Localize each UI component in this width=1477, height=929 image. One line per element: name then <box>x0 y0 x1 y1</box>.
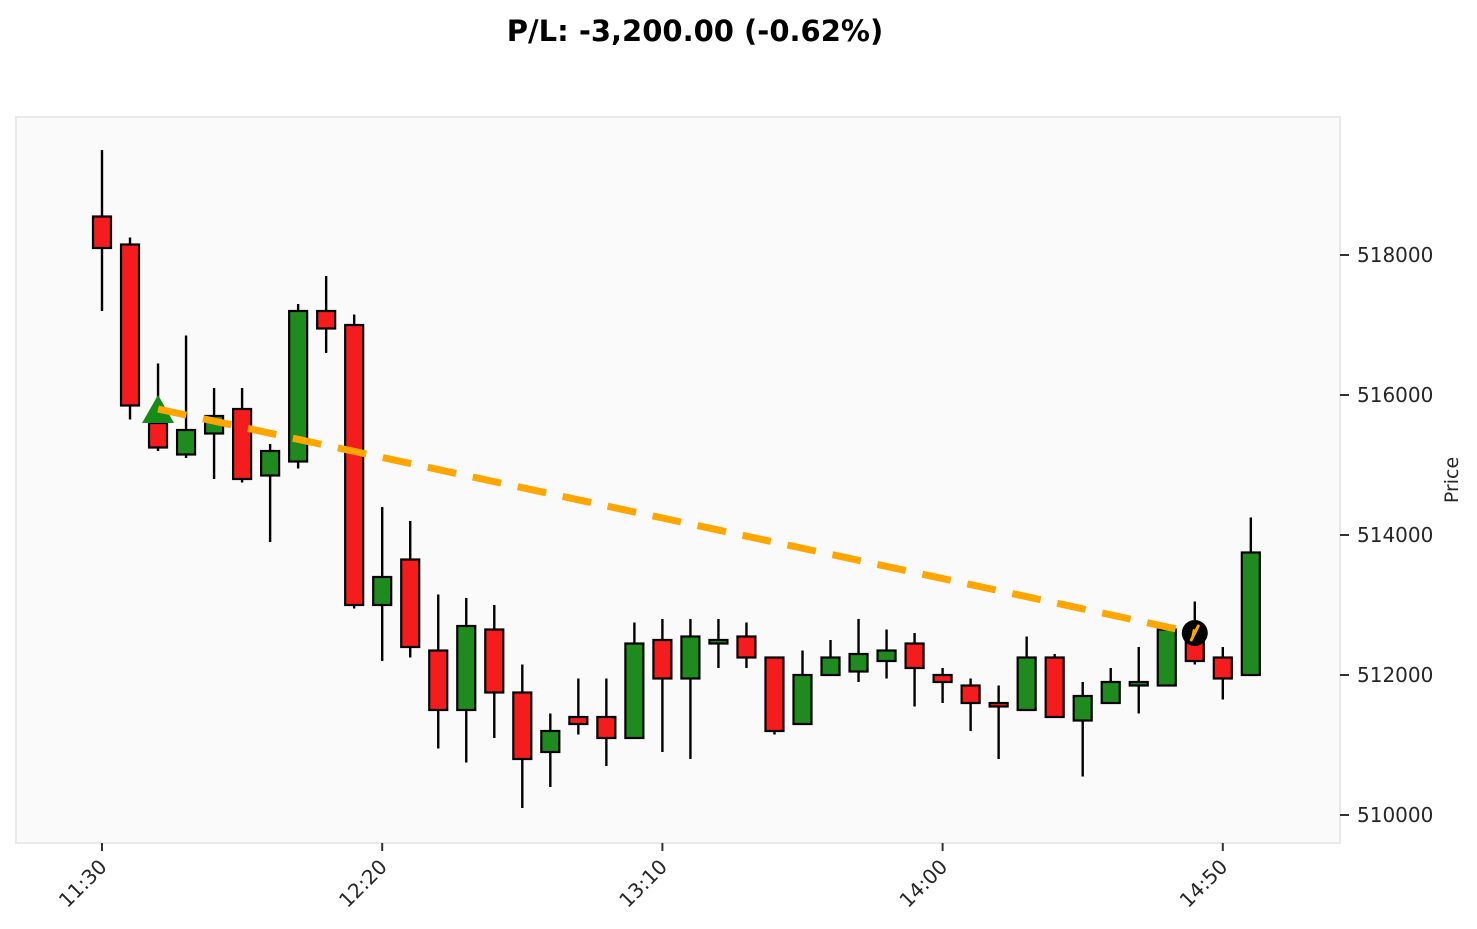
candle-up <box>175 428 197 456</box>
candle-down <box>652 638 673 680</box>
candle-down <box>484 628 505 694</box>
x-tick-label: 12:20 <box>334 855 392 913</box>
y-tick-label: 510000 <box>1357 803 1433 827</box>
candle-up <box>456 624 477 712</box>
x-tick-label: 11:30 <box>54 855 112 913</box>
y-tick-label: 512000 <box>1357 663 1433 687</box>
x-tick-label: 13:10 <box>614 855 672 913</box>
candle-down <box>512 691 533 761</box>
x-tick-label: 14:50 <box>1175 855 1233 913</box>
candle-up <box>708 638 729 645</box>
candle-down <box>232 407 253 481</box>
candle-up <box>820 656 841 677</box>
y-tick-label: 514000 <box>1357 523 1433 547</box>
candle-up <box>848 652 869 673</box>
candle-up <box>792 673 813 726</box>
candle-down <box>1044 656 1065 719</box>
candle-up <box>1128 680 1149 687</box>
candle-up <box>876 649 897 663</box>
candle-down <box>596 715 617 740</box>
candle-down <box>147 421 169 449</box>
candle-down <box>960 684 981 705</box>
candle-up <box>260 449 281 477</box>
pl-trade-line <box>157 405 1196 637</box>
candle-down <box>932 673 953 684</box>
marker-slash-icon <box>1189 624 1200 642</box>
candle-up <box>288 309 309 463</box>
candle-down <box>764 656 785 733</box>
candle-up <box>1240 551 1261 677</box>
x-tick-label: 14:00 <box>894 855 952 913</box>
candle-down <box>988 701 1009 708</box>
candle-down <box>736 635 757 659</box>
candle-up <box>1156 628 1177 687</box>
candle-down <box>568 715 589 726</box>
candle-down <box>119 243 141 407</box>
candle-up <box>1016 656 1037 712</box>
y-tick-label: 516000 <box>1357 383 1433 407</box>
candle-down <box>316 309 337 330</box>
plot-area <box>15 116 1341 844</box>
candle-down <box>428 649 449 712</box>
candle-down <box>400 558 421 649</box>
candle-down <box>91 215 113 250</box>
candle-down <box>344 323 365 607</box>
candle-up <box>624 642 645 740</box>
candle-down <box>904 642 925 670</box>
y-tick-label: 518000 <box>1357 243 1433 267</box>
chart-title: P/L: -3,200.00 (-0.62%) <box>506 14 884 48</box>
candle-up <box>540 729 561 754</box>
candle-up <box>372 575 393 607</box>
candle-up <box>680 635 701 680</box>
candle-down <box>1212 656 1233 680</box>
candle-up <box>1100 680 1121 705</box>
candle-up <box>1072 694 1093 722</box>
